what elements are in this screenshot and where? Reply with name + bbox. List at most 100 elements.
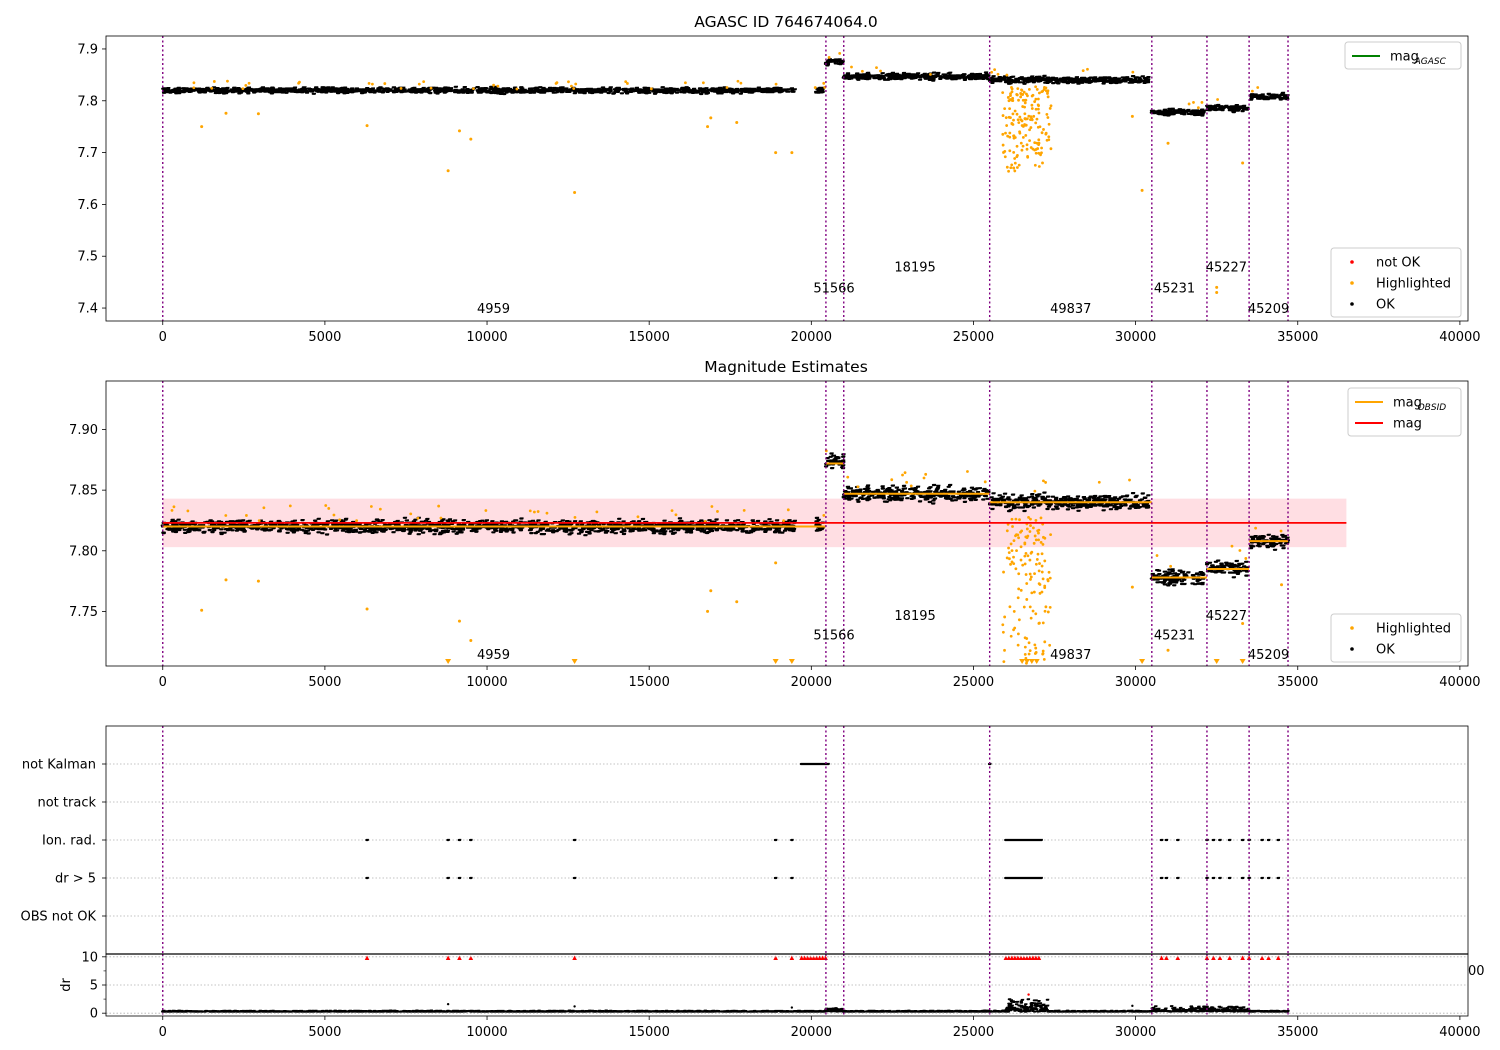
magest-highlighted-point [901, 473, 904, 477]
magest-highlighted-point [484, 509, 488, 512]
magest-highlighted-point [1032, 541, 1036, 545]
agasc-highlighted-point [774, 151, 778, 155]
magest-highlighted-point [1034, 519, 1038, 522]
magest-x-tick-label: 20000 [791, 675, 832, 690]
agasc-highlighted-point [1012, 134, 1015, 138]
agasc-highlighted-point [224, 111, 228, 115]
agasc-highlighted-point [1012, 150, 1016, 154]
agasc-highlighted-point [990, 70, 994, 74]
magest-highlighted-point [1029, 524, 1032, 527]
magest-highlighted-point [1043, 559, 1047, 563]
dr-x-tick-label: 30000 [1115, 1025, 1156, 1040]
magest-highlighted-point [890, 478, 894, 482]
dr-x-tick-label: 15000 [628, 1025, 669, 1040]
agasc-x-tick-label: 20000 [791, 330, 832, 345]
agasc-highlighted-point [383, 82, 387, 85]
magest-highlighted-point [439, 516, 443, 520]
magest-obsid-label: 45227 [1206, 609, 1247, 624]
magest-obsid-label: 51566 [813, 628, 854, 643]
agasc-highlighted-point [1005, 124, 1009, 127]
magest-highlighted-point [1169, 564, 1173, 568]
agasc-highlighted-point [1215, 291, 1219, 294]
agasc-highlighted-point [1045, 138, 1049, 142]
agasc-x-tick-label: 5000 [308, 330, 341, 345]
dr-clipped-marker [817, 955, 822, 960]
agasc-highlighted-point [1032, 114, 1036, 118]
dr-clipped-marker [1030, 955, 1036, 960]
agasc-highlighted-point [1019, 95, 1023, 99]
agasc-highlighted-point [1030, 117, 1034, 121]
agasc-highlighted-point [1040, 146, 1043, 150]
agasc-highlighted-point [1037, 138, 1041, 142]
magest-highlighted-point [1010, 560, 1014, 564]
agasc-highlighted-point [1007, 115, 1011, 119]
magest-legend-bottom-legend-label: OK [1376, 643, 1395, 658]
magest-highlighted-point [1023, 541, 1027, 545]
agasc-obsid-label: 45227 [1206, 261, 1247, 276]
agasc-highlighted-point [1049, 104, 1053, 108]
magest-highlighted-point [1005, 529, 1009, 533]
magest-obsid-label: 45231 [1154, 628, 1195, 643]
magest-highlighted-point [1021, 563, 1025, 567]
magest-highlighted-point [1012, 539, 1016, 543]
agasc-highlighted-point [1005, 73, 1009, 77]
agasc-highlighted-point [1007, 99, 1011, 103]
magest-highlighted-point [1010, 517, 1014, 521]
magest-highlighted-point [1047, 570, 1051, 574]
agasc-highlighted-point [626, 82, 629, 85]
agasc-legend-bottom-legend-marker [1350, 281, 1354, 285]
dr-clipped-marker [1033, 955, 1039, 960]
magest-highlighted-point [1023, 653, 1027, 656]
agasc-highlighted-point [1256, 86, 1260, 89]
agasc-highlighted-point [1033, 100, 1037, 103]
magest-highlighted-point [636, 515, 640, 519]
magest-highlighted-point [1043, 584, 1047, 588]
dr-x-tick-label: 40000 [1439, 1025, 1480, 1040]
magest-highlighted-point [1007, 551, 1011, 554]
flag-row-label: not track [37, 796, 96, 811]
magest-highlighted-point [1017, 572, 1021, 576]
magest-highlighted-point [1016, 643, 1020, 647]
magest-highlighted-point [1009, 562, 1012, 566]
magest-highlighted-point [1038, 562, 1041, 565]
dr-clipped-marker [823, 955, 828, 960]
agasc-highlighted-point [555, 81, 559, 84]
dr-clipped-marker [1009, 955, 1015, 960]
agasc-highlighted-point [1166, 141, 1170, 145]
magest-y-tick-label: 7.80 [69, 544, 98, 559]
panel-agasc-title: AGASC ID 764674064.0 [694, 13, 878, 31]
magest-highlighted-point [1128, 478, 1131, 482]
agasc-highlighted-point [256, 112, 260, 116]
agasc-highlighted-point [1044, 86, 1048, 90]
agasc-highlighted-point [1031, 93, 1035, 97]
dr-clipped-marker [789, 955, 795, 960]
magest-highlighted-point [903, 471, 907, 475]
agasc-highlighted-point [1026, 94, 1029, 98]
magest-highlighted-point [924, 472, 928, 476]
agasc-highlighted-point [1017, 98, 1020, 102]
magest-highlighted-point [856, 485, 860, 489]
magest-legend-top-legend-label: mag [1393, 417, 1422, 432]
dr-spike-point [573, 1005, 576, 1008]
magest-highlighted-point [1041, 649, 1045, 653]
magest-x-tick-label: 15000 [628, 675, 669, 690]
magest-highlighted-point [1038, 583, 1042, 586]
agasc-highlighted-point [1004, 116, 1008, 120]
agasc-ok-points [1205, 103, 1250, 114]
agasc-legend-bottom-legend-label: OK [1376, 298, 1395, 313]
agasc-ok-points [161, 85, 797, 96]
agasc-legend-bottom-legend-label: not OK [1376, 256, 1421, 271]
magest-highlighted-point [782, 519, 786, 522]
clipped-point-marker [1019, 659, 1026, 664]
agasc-highlighted-point [429, 86, 433, 90]
magest-highlighted-point [1036, 529, 1040, 533]
agasc-obsid-label: 18195 [894, 261, 935, 276]
agasc-highlighted-point [822, 81, 826, 85]
agasc-highlighted-point [1006, 96, 1010, 99]
magest-highlighted-point [1005, 556, 1009, 560]
magest-highlighted-point [1012, 610, 1016, 613]
agasc-highlighted-point [1010, 86, 1013, 89]
agasc-highlighted-point [1046, 95, 1050, 99]
magest-highlighted-point [1003, 648, 1006, 652]
clipped-point-marker [1033, 659, 1040, 664]
